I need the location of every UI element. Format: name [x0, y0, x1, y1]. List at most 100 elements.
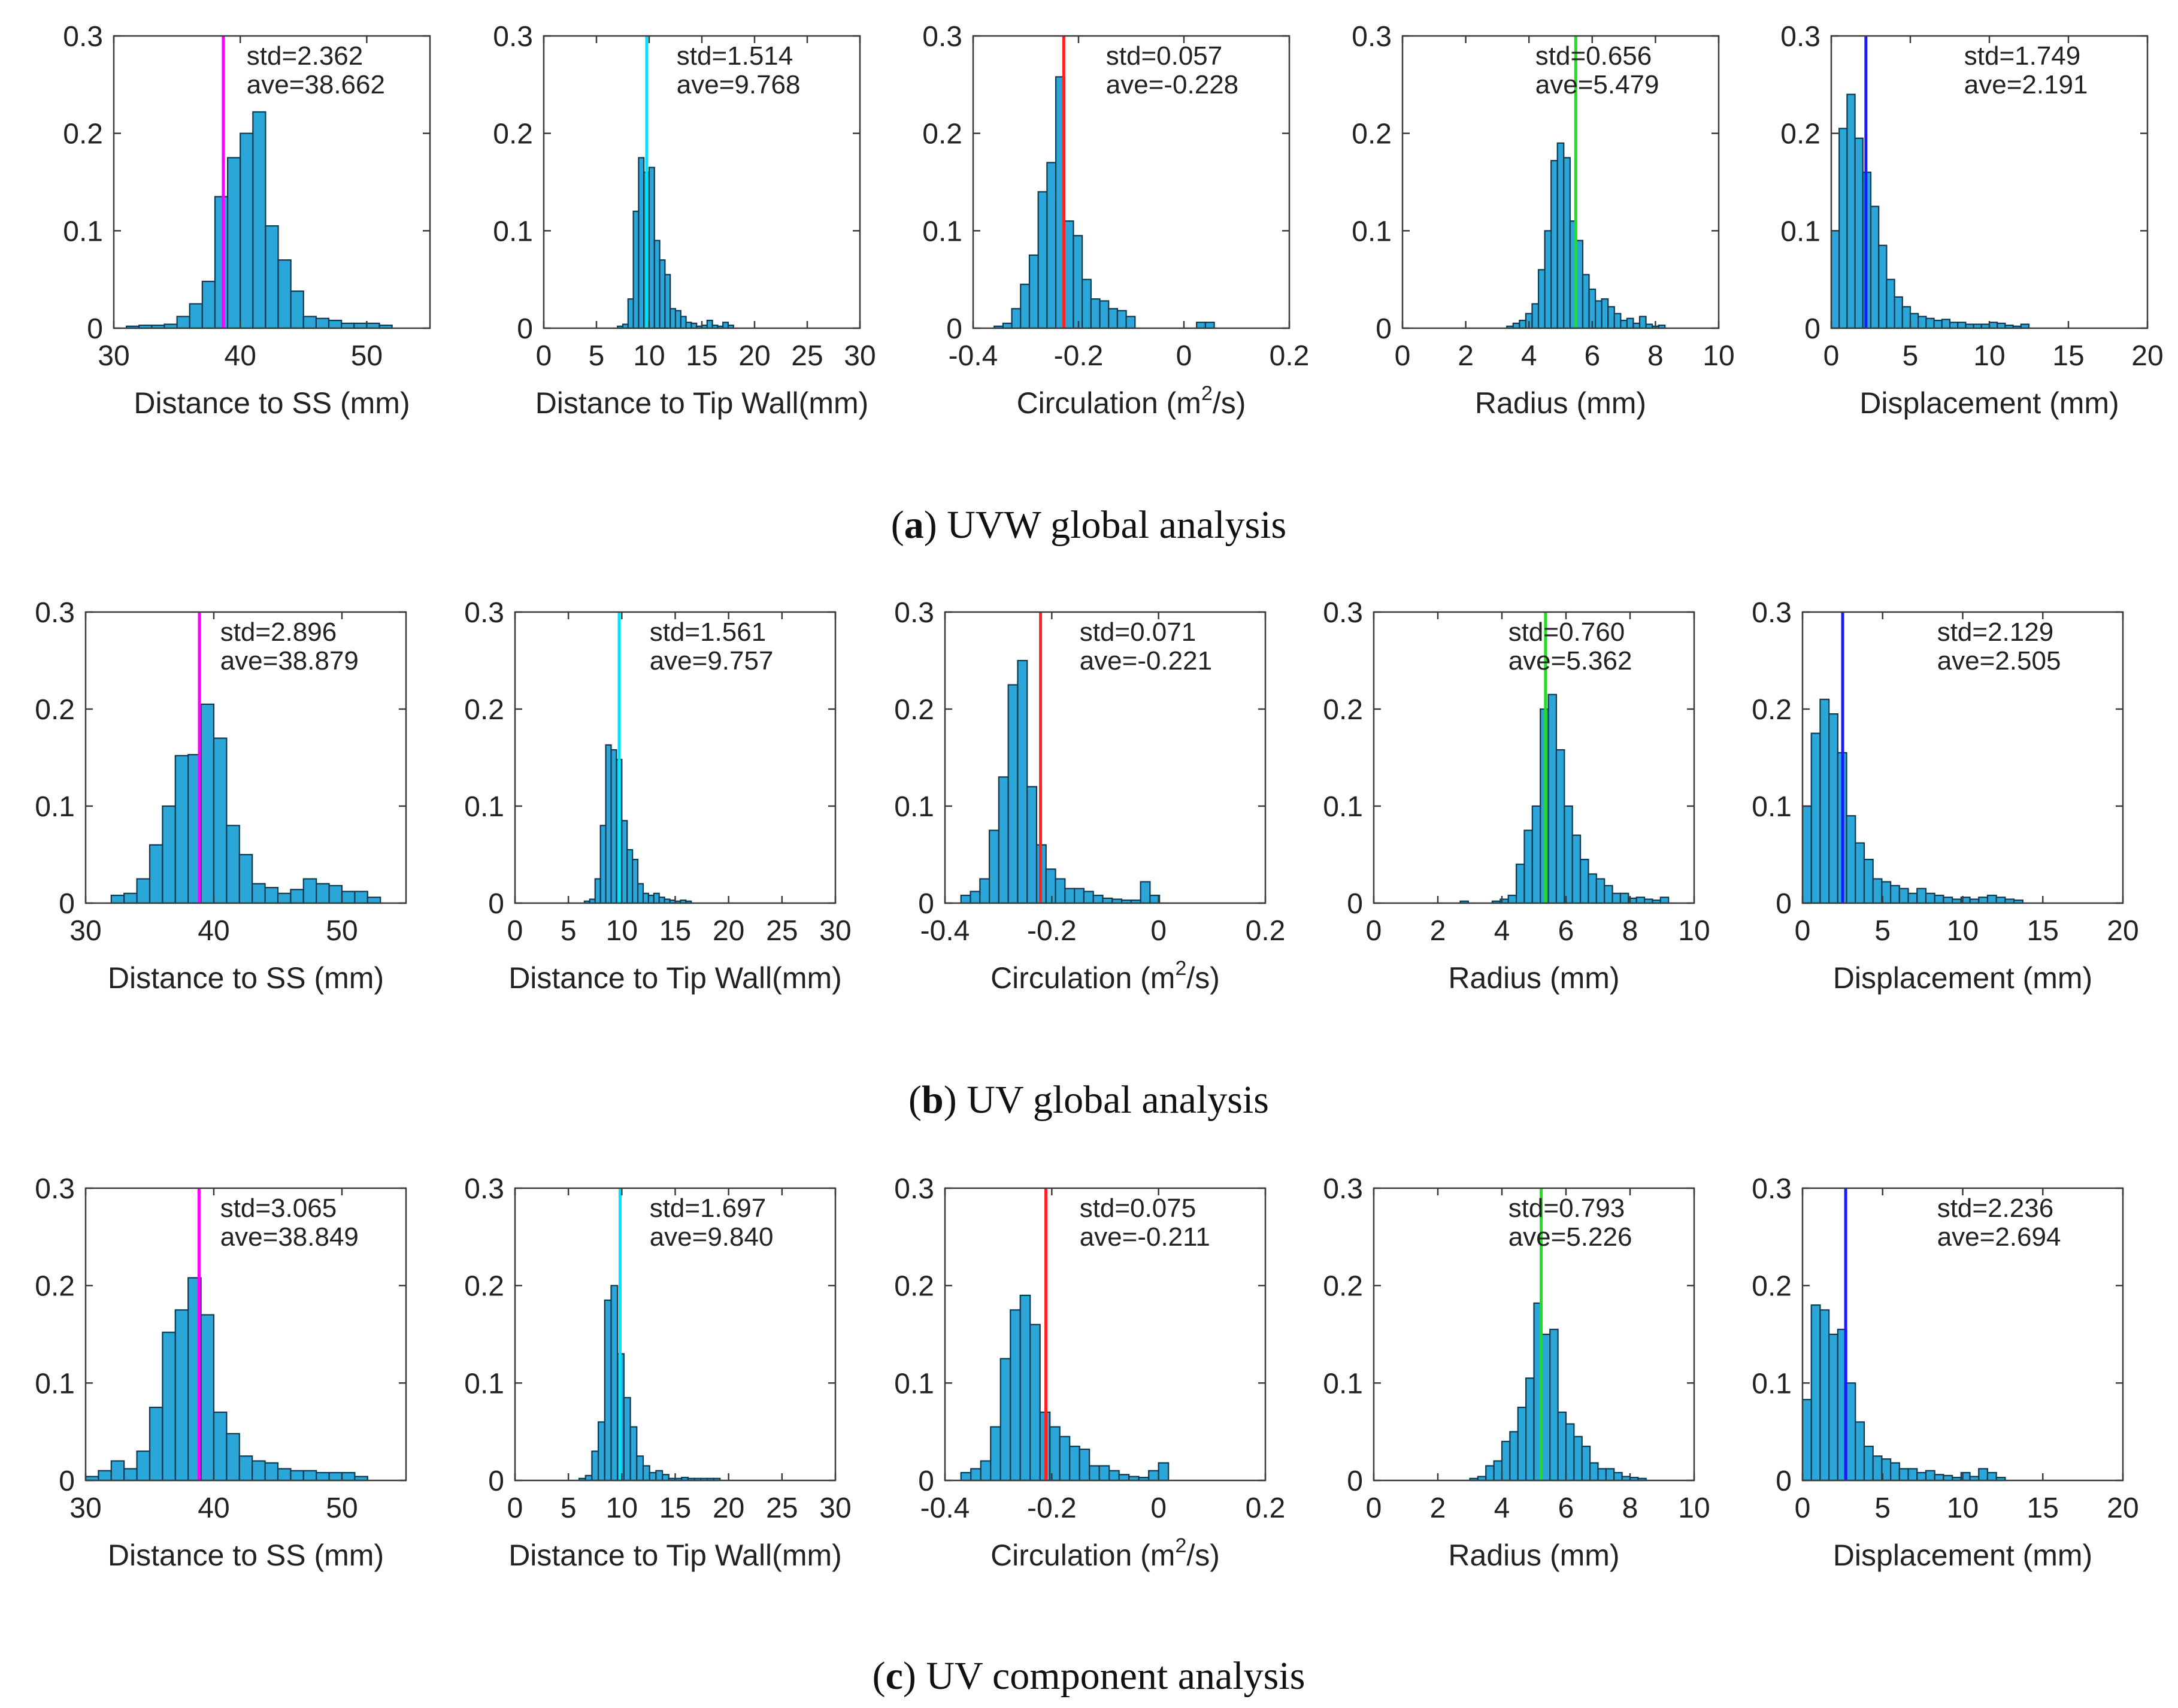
histogram-bar	[604, 1299, 612, 1482]
histogram-bar	[252, 111, 266, 329]
histogram-bar	[1626, 317, 1634, 329]
histogram-bar	[1810, 1304, 1821, 1482]
histogram-bar	[1010, 1309, 1021, 1482]
x-axis-label: Distance to SS (mm)	[134, 386, 410, 420]
panel-caption-c: (c) UV component analysis	[873, 1654, 1305, 1698]
histogram-bar	[149, 1406, 163, 1482]
ave-annotation: ave=5.479	[1535, 70, 1659, 99]
histogram-bar	[290, 290, 304, 329]
y-tick-label: 0.3	[894, 1173, 934, 1205]
std-annotation: std=0.057	[1106, 41, 1223, 71]
histogram-bar	[252, 883, 266, 904]
histogram-bar	[1890, 1462, 1900, 1482]
histogram-bar	[610, 749, 617, 904]
x-axis-label: Displacement (mm)	[1833, 961, 2092, 995]
x-tick-label: 0	[1795, 1492, 1811, 1524]
ave-annotation: ave=9.840	[650, 1222, 774, 1252]
x-tick-label: 0	[507, 915, 523, 947]
histogram-bar	[1933, 319, 1943, 329]
histogram-bar	[1507, 894, 1517, 904]
y-tick-label: 0.2	[35, 1271, 75, 1303]
y-tick-label: 0	[946, 313, 962, 345]
histogram-bar	[1140, 881, 1151, 904]
x-tick-label: 5	[1874, 1492, 1891, 1524]
histogram-bar	[264, 886, 279, 904]
histogram-bar	[706, 319, 713, 329]
histogram-bar	[1819, 1309, 1830, 1482]
x-tick-label: 15	[686, 340, 717, 372]
histogram-bar	[1098, 1465, 1110, 1482]
histogram-bar	[1158, 1462, 1170, 1482]
axes-box	[84, 611, 407, 904]
histogram-bar	[670, 308, 677, 329]
histogram-bar	[1898, 1468, 1909, 1482]
histogram-bar	[136, 878, 151, 904]
std-annotation: std=0.071	[1080, 617, 1196, 647]
histogram-bar	[1828, 713, 1838, 904]
x-tick-label: -0.2	[1027, 1492, 1077, 1524]
histogram-bar	[1846, 93, 1856, 329]
x-tick-label: 15	[2027, 1492, 2059, 1524]
histogram-b-2: 0 5 10 15 20 25 30 0 0.1 0.2 0.3 std=1.561ave=9.757…	[464, 597, 851, 995]
std-annotation: std=0.793	[1508, 1194, 1625, 1223]
x-tick-label: 2	[1458, 340, 1474, 372]
histogram-bar	[1017, 659, 1028, 904]
ave-annotation: ave=2.694	[1937, 1222, 2061, 1252]
histogram-bar	[123, 1468, 138, 1482]
histogram-bar	[1943, 897, 1953, 904]
histogram-bar	[1108, 1470, 1120, 1482]
histogram-bar	[599, 825, 607, 904]
histogram-bar	[1872, 878, 1883, 904]
y-tick-label: 0.2	[1752, 1271, 1792, 1303]
histogram-bar	[1523, 829, 1533, 904]
histogram-bar	[1029, 1324, 1041, 1482]
histogram-bar	[653, 892, 660, 904]
histogram-bar	[366, 897, 381, 904]
histogram-bar	[626, 849, 634, 904]
y-tick-label: 0.1	[1352, 216, 1392, 247]
histogram-bar	[277, 892, 292, 904]
histogram-bar	[174, 755, 189, 904]
histogram-bar	[1515, 864, 1525, 904]
x-tick-label: 5	[1903, 340, 1919, 372]
histogram-a-3: -0.4 -0.2 0 0.2 0 0.1 0.2 0.3 std=0.057ave=-0.22…	[922, 21, 1309, 420]
ave-annotation: ave=38.879	[220, 646, 359, 676]
histogram-bar	[226, 825, 240, 904]
y-tick-label: 0.1	[922, 216, 962, 247]
x-axis-label: Distance to SS (mm)	[108, 961, 384, 995]
histogram-bar	[213, 737, 228, 904]
histogram-bar	[316, 883, 330, 904]
bars	[1469, 1302, 1647, 1482]
histogram-bar	[1517, 1406, 1527, 1482]
axes-box	[972, 35, 1291, 329]
histogram-bar	[1011, 308, 1022, 329]
histogram-bar	[214, 196, 229, 329]
histogram-bar	[1863, 1445, 1874, 1482]
histogram-bar	[1576, 240, 1584, 329]
axes-box	[113, 35, 431, 329]
x-tick-label: 25	[791, 340, 823, 372]
histogram-bar	[1907, 1468, 1918, 1482]
x-tick-label: 30	[98, 340, 129, 372]
x-tick-label: 6	[1584, 340, 1600, 372]
y-tick-label: 0	[59, 888, 75, 920]
y-tick-label: 0.1	[1780, 216, 1820, 247]
histogram-bar	[1049, 1426, 1061, 1482]
histogram-bar	[1092, 894, 1104, 904]
x-tick-label: 20	[2107, 915, 2138, 947]
x-axis-label: Distance to Tip Wall(mm)	[535, 386, 869, 420]
histogram-bar	[290, 1470, 304, 1482]
histogram-bar	[1046, 162, 1057, 329]
histogram-bar	[1595, 878, 1606, 904]
histogram-bar	[610, 1285, 619, 1482]
bars	[84, 1277, 368, 1482]
histogram-bar	[1886, 278, 1895, 329]
x-axis-label: Distance to Tip Wall(mm)	[508, 1539, 842, 1572]
histogram-c-3: -0.4 -0.2 0 0.2 0 0.1 0.2 0.3 std=0.075ave=-0.21…	[894, 1173, 1285, 1572]
histogram-bar	[960, 894, 971, 904]
y-tick-label: 0.1	[493, 216, 533, 247]
ave-annotation: ave=38.662	[247, 70, 385, 99]
x-axis-label: Displacement (mm)	[1859, 386, 2119, 420]
x-tick-label: 30	[844, 340, 876, 372]
